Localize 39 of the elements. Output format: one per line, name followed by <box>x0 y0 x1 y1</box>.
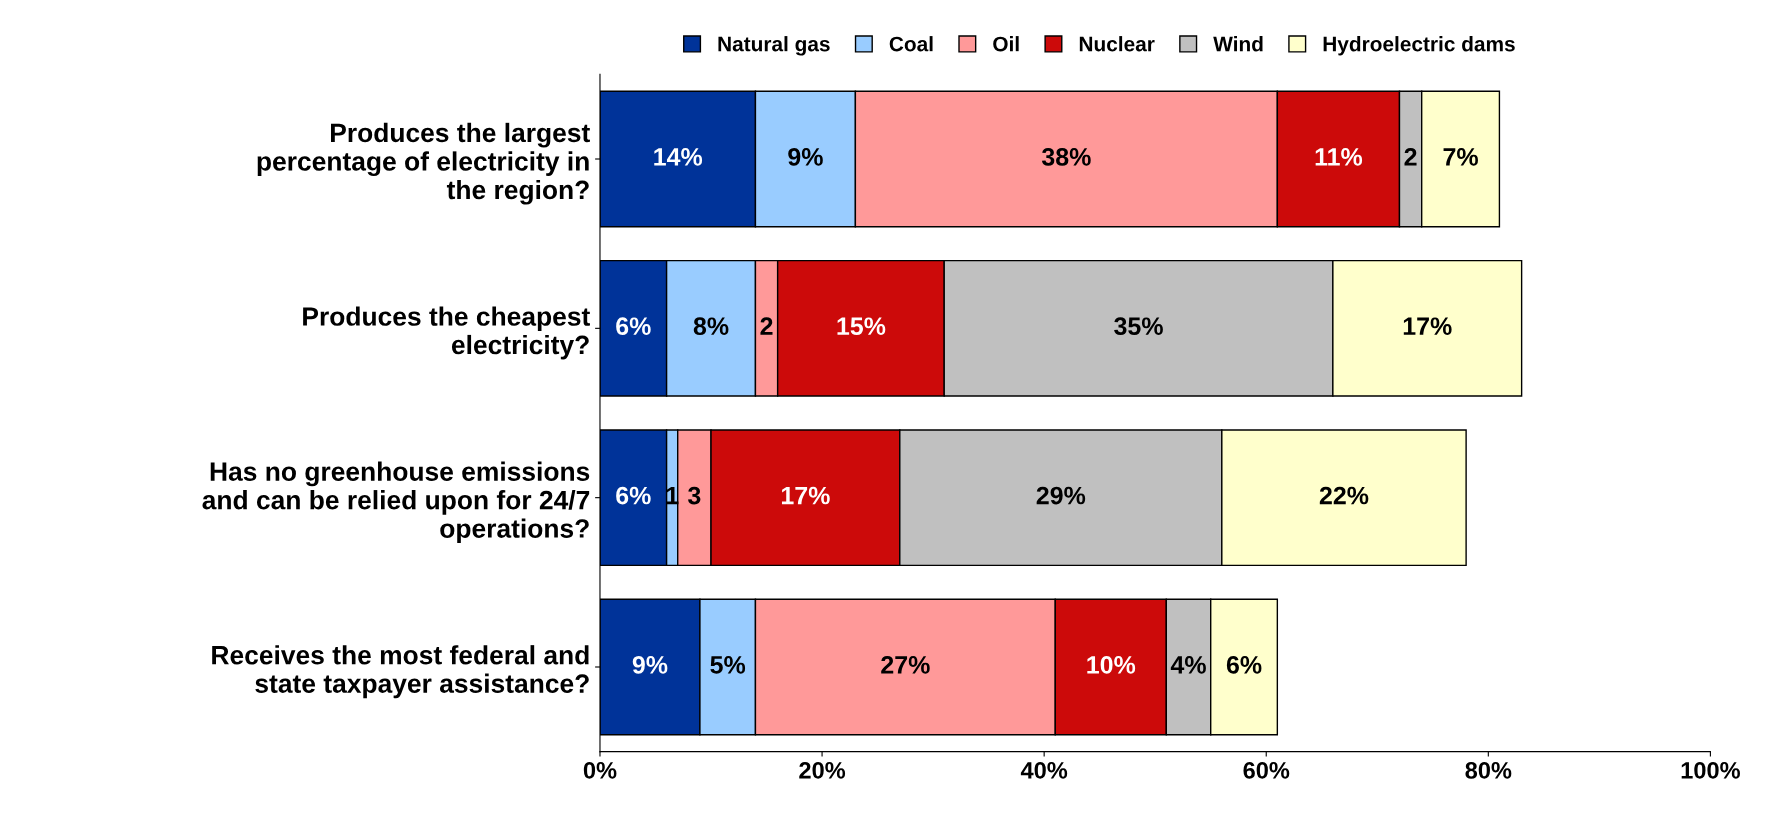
y-tick-label: Has no greenhouse emissions and can be relied upon for 24/7 operations? <box>202 461 590 544</box>
data-label: 9% <box>788 148 823 166</box>
data-label: 14% <box>654 148 703 166</box>
data-label: 35% <box>1114 317 1163 336</box>
y-tick-label: Produces the cheapest electricity? <box>303 306 590 360</box>
data-label: 2 <box>760 317 773 335</box>
data-label: 4% <box>1170 656 1206 674</box>
legend-label: Coal <box>889 36 933 52</box>
legend-label: Hydroelectric dams <box>1323 36 1515 56</box>
legend-label: Oil <box>993 36 1019 52</box>
data-label: 10% <box>1087 656 1136 674</box>
data-label: 9% <box>632 656 668 674</box>
data-label: 11% <box>1315 148 1363 166</box>
legend-label: Wind <box>1213 36 1263 52</box>
x-tick-label: 40% <box>1020 762 1068 779</box>
data-label: 8% <box>693 317 729 336</box>
data-label: 7% <box>1443 148 1478 166</box>
x-tick-label: 20% <box>799 762 846 779</box>
data-label: 38% <box>1041 148 1091 166</box>
x-tick-label: 100% <box>1681 762 1740 779</box>
legend-label: Nuclear <box>1079 36 1155 52</box>
data-label: 17% <box>1403 317 1452 335</box>
data-label: 5% <box>710 656 746 674</box>
data-label: 27% <box>881 656 930 674</box>
data-label: 3 <box>687 486 701 505</box>
data-label: 17% <box>781 486 830 505</box>
data-label: 29% <box>1036 486 1086 505</box>
y-tick-label: Receives the most federal and state taxpayer assistance? <box>212 645 589 699</box>
x-tick-label: 80% <box>1465 762 1512 779</box>
y-tick-label: Produces the largest percentage of electricity in the region? <box>257 122 590 205</box>
data-label: 6% <box>616 486 651 505</box>
legend-label: Natural gas <box>718 36 830 56</box>
data-label: 22% <box>1319 486 1369 505</box>
x-tick-label: 60% <box>1243 762 1290 779</box>
data-label: 6% <box>616 317 651 336</box>
data-label: 6% <box>1226 656 1262 674</box>
data-label: 2 <box>1404 148 1417 166</box>
data-label: 15% <box>837 317 886 336</box>
x-tick-label: 0% <box>583 762 617 779</box>
